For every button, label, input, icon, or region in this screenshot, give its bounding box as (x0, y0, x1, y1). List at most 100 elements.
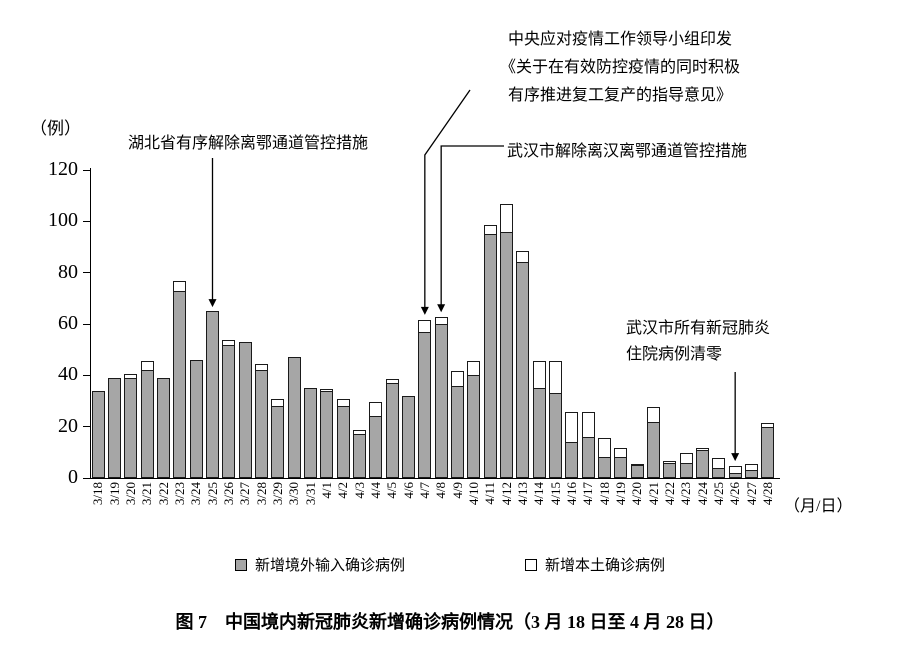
y-tick-label: 80 (58, 260, 78, 283)
x-tick-label: 3/21 (139, 482, 155, 506)
bar-local-segment (744, 463, 759, 472)
bar-local-segment (597, 437, 612, 459)
x-tick-label: 3/25 (204, 482, 220, 506)
y-tick-label: 40 (58, 363, 78, 386)
bar-local-segment (140, 360, 154, 372)
bar-local-segment (385, 378, 399, 385)
legend-label-imported: 新增境外输入确诊病例 (254, 558, 405, 574)
y-tick-label: 20 (58, 414, 78, 437)
y-tick-label: 120 (48, 158, 78, 180)
x-tick-label: 4/16 (563, 482, 579, 506)
bar-imported-segment (581, 436, 595, 478)
x-tick-label: 4/13 (514, 482, 530, 506)
bar-imported-segment (385, 383, 399, 478)
annotation-arrowhead-icon (208, 299, 217, 308)
bar-local-segment (663, 461, 677, 464)
bar-local-segment (695, 448, 710, 451)
bar-imported-segment (124, 377, 138, 478)
bar-imported-segment (271, 406, 285, 478)
x-tick-label: 4/20 (629, 482, 645, 506)
legend-item-imported: 新增境外输入确诊病例 (234, 554, 405, 575)
legend: 新增境外输入确诊病例 新增本土确诊病例 (0, 554, 900, 575)
annotation-line: 《关于在有效防控疫情的同时积极 (499, 59, 740, 76)
annotation-line: 中央应对疫情工作领导小组印发 (507, 31, 732, 48)
x-tick-label: 3/20 (122, 482, 138, 506)
bar-imported-segment (548, 393, 563, 478)
bar-local-segment (614, 448, 628, 459)
bar-local-segment (516, 250, 530, 264)
bar-imported-segment (173, 290, 187, 478)
legend-swatch-local-icon (525, 558, 537, 571)
x-tick-label: 3/31 (302, 482, 318, 506)
bar-imported-segment (663, 462, 677, 478)
y-axis-line (90, 168, 91, 479)
x-axis-line (90, 478, 780, 479)
x-tick-label: 3/18 (90, 482, 106, 506)
x-tick-label: 4/28 (759, 482, 775, 506)
y-tick-label: 100 (48, 209, 78, 232)
y-axis-unit-label: （例） (30, 119, 81, 138)
bar-local-segment (222, 340, 236, 346)
bar-imported-segment (369, 416, 383, 478)
x-tick-label: 3/26 (220, 482, 236, 506)
bar-imported-segment (401, 395, 416, 478)
bar-imported-segment (287, 357, 301, 478)
bar-imported-segment (303, 388, 318, 478)
bar-imported-segment (614, 457, 628, 478)
legend-label-local: 新增本土确诊病例 (545, 558, 666, 574)
x-tick-label: 4/7 (416, 482, 432, 499)
bar-local-segment (418, 319, 432, 333)
bar-local-segment (679, 453, 693, 464)
x-tick-label: 4/23 (678, 482, 694, 506)
x-tick-label: 4/21 (645, 482, 661, 506)
x-tick-label: 4/25 (710, 482, 726, 506)
figure-caption: 图 7 中国境内新冠肺炎新增确诊病例情况（3 月 18 日至 4 月 28 日） (175, 612, 725, 632)
annotation-hubei-lift-controls: 湖北省有序解除离鄂通道管控措施 (128, 135, 369, 152)
x-tick-label: 3/24 (188, 482, 204, 506)
x-tick-label: 4/15 (547, 482, 563, 506)
bar-imported-segment (761, 426, 775, 478)
legend-item-local: 新增本土确诊病例 (525, 554, 665, 575)
bar-imported-segment (630, 465, 644, 478)
bar-local-segment (173, 281, 187, 292)
bar-imported-segment (467, 375, 481, 478)
annotation-arrowhead-icon (420, 306, 429, 315)
y-tick-mark (83, 374, 90, 376)
x-tick-label: 4/17 (580, 482, 596, 506)
x-tick-label: 4/18 (596, 482, 612, 506)
annotation-wuhan-cases-cleared: 武汉市所有新冠肺炎 住院病例清零 (626, 316, 770, 368)
y-tick-mark (83, 169, 90, 171)
bar-local-segment (712, 458, 726, 469)
bar-local-segment (467, 360, 481, 377)
x-tick-label: 4/24 (694, 482, 710, 506)
x-tick-label: 4/12 (498, 482, 514, 506)
bar-imported-segment (483, 234, 497, 478)
bar-local-segment (450, 371, 465, 387)
x-tick-label: 4/4 (367, 482, 383, 499)
bar-imported-segment (320, 390, 334, 478)
x-tick-label: 4/14 (531, 482, 547, 506)
x-tick-label: 4/2 (335, 482, 351, 499)
bar-imported-segment (695, 449, 710, 478)
bar-imported-segment (254, 370, 269, 478)
x-tick-label: 3/27 (237, 482, 253, 506)
bar-imported-segment (418, 331, 432, 478)
y-tick-mark (83, 477, 90, 479)
annotation-central-leading-group: 中央应对疫情工作领导小组印发 《关于在有效防控疫情的同时积极 有序推进复工复产的… (446, 26, 794, 110)
x-tick-label: 3/30 (286, 482, 302, 506)
bar-local-segment (336, 399, 350, 408)
bar-imported-segment (597, 457, 612, 478)
y-tick-mark (83, 220, 90, 222)
bar-local-segment (646, 407, 661, 423)
bar-local-segment (532, 360, 546, 390)
x-tick-label: 3/28 (253, 482, 269, 506)
bar-local-segment (369, 402, 383, 418)
bar-local-segment (761, 422, 775, 428)
bar-local-segment (581, 412, 595, 438)
bar-imported-segment (450, 385, 465, 478)
annotation-arrow-line (424, 89, 471, 310)
x-tick-label: 4/11 (482, 482, 498, 505)
x-tick-label: 4/26 (727, 482, 743, 506)
y-tick-mark (83, 426, 90, 428)
